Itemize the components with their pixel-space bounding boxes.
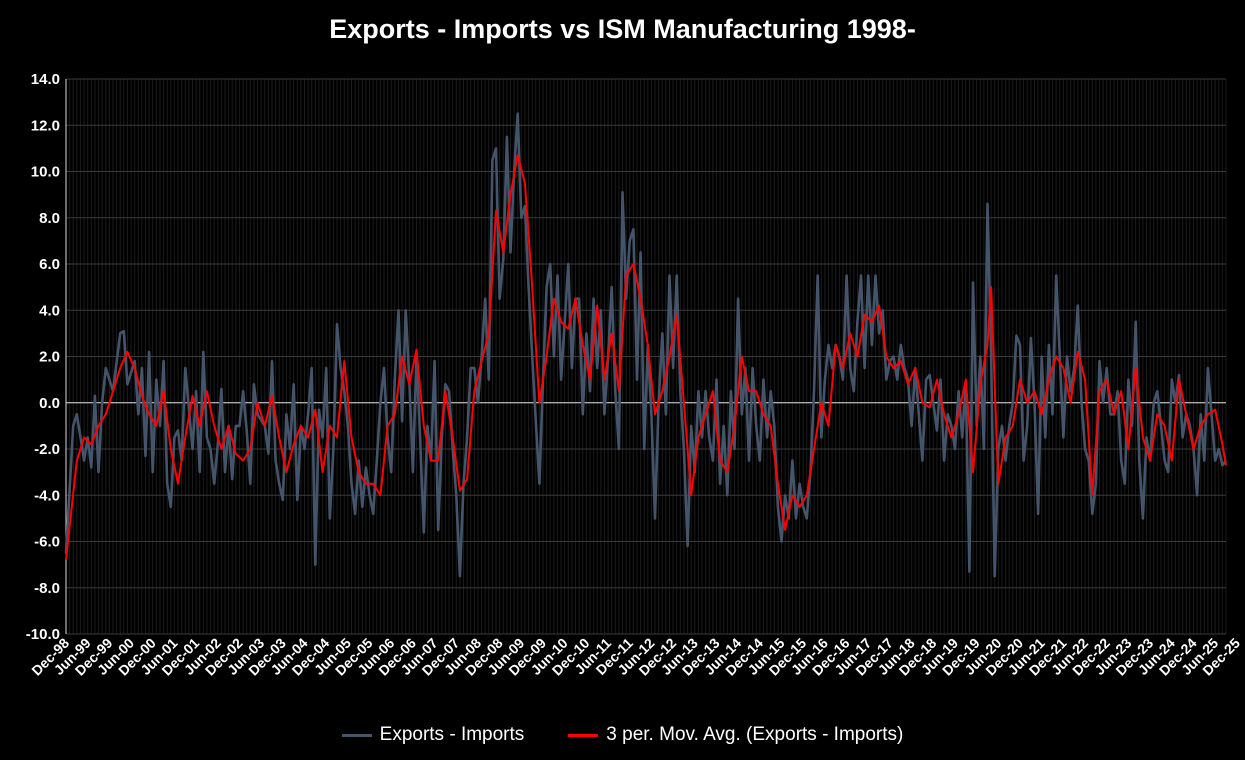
- y-tick-label: 14.0: [31, 71, 60, 88]
- x-tick-labels: Dec-98Jun-99Dec-99Jun-00Dec-00Jun-01Dec-…: [28, 635, 1243, 679]
- y-tick-label: 6.0: [39, 256, 60, 273]
- y-tick-label: 4.0: [39, 302, 60, 319]
- horizontal-gridlines: [66, 78, 1226, 635]
- legend-swatch-moving-average: [568, 733, 599, 737]
- legend-label-exports-imports: Exports - Imports: [379, 724, 525, 745]
- legend-label-moving-average: 3 per. Mov. Avg. (Exports - Imports): [606, 724, 904, 745]
- y-tick-label: -8.0: [34, 580, 60, 597]
- y-tick-label: -6.0: [34, 534, 60, 551]
- legend-item-moving-average: 3 per. Mov. Avg. (Exports - Imports): [568, 724, 903, 746]
- y-tick-label: -10.0: [26, 626, 60, 643]
- series-line-exports-imports: [64, 112, 1228, 578]
- series-lines: [64, 112, 1228, 578]
- legend: Exports - Imports 3 per. Mov. Avg. (Expo…: [0, 724, 1245, 746]
- y-tick-label: 8.0: [39, 210, 60, 227]
- series-line-moving-average: [65, 154, 1227, 561]
- legend-swatch-exports-imports: [341, 733, 372, 737]
- y-tick-label: 10.0: [31, 164, 60, 181]
- y-tick-label: -4.0: [34, 487, 60, 504]
- chart-title: Exports - Imports vs ISM Manufacturing 1…: [329, 14, 916, 44]
- y-tick-label: -2.0: [34, 441, 60, 458]
- y-tick-label: 12.0: [31, 117, 60, 134]
- legend-item-exports-imports: Exports - Imports: [341, 724, 525, 746]
- y-tick-labels: 14.0 12.0 10.0 8.0 6.0 4.0 2.0 0.0 -2.0 -4.0 -6.0 -…: [26, 71, 60, 643]
- y-tick-label: 0.0: [39, 395, 60, 412]
- y-tick-label: 2.0: [39, 349, 60, 366]
